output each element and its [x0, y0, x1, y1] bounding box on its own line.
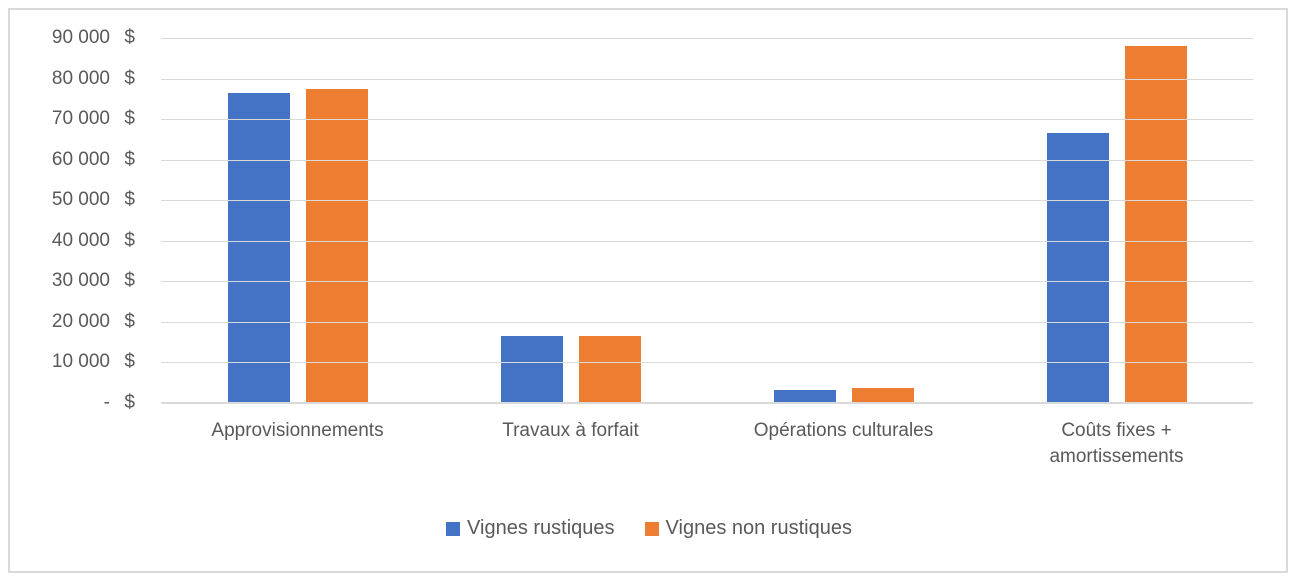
- y-tick-number: 30 000: [51, 270, 110, 292]
- currency-symbol: $: [124, 270, 135, 292]
- gridline-20000: [161, 321, 1253, 323]
- y-tick-label-20000: 20 000 $: [30, 310, 135, 334]
- gridline-50000: [161, 200, 1253, 202]
- gridline-70000: [161, 119, 1253, 121]
- y-tick-number: 10 000: [51, 351, 110, 373]
- currency-symbol: $: [124, 148, 135, 170]
- y-tick-label-10000: 10 000 $: [30, 350, 135, 374]
- currency-symbol: $: [124, 351, 135, 373]
- category-label-operations-culturales: Opérations culturales: [753, 420, 934, 441]
- y-tick-number: 40 000: [51, 229, 110, 251]
- bar-vignes-rustiques-operations-culturales[interactable]: [773, 390, 836, 403]
- legend-swatch-vignes-rustiques: [446, 521, 461, 536]
- legend-label: Vignes non rustiques: [665, 517, 852, 539]
- y-tick-label-90000: 90 000 $: [30, 26, 135, 50]
- x-axis-category-labels: Approvisionnements Travaux à forfait Opéra…: [161, 418, 1253, 470]
- y-tick-label-60000: 60 000 $: [30, 148, 135, 172]
- bar-group-travaux-a-forfait: [434, 38, 707, 403]
- currency-symbol: $: [124, 310, 135, 332]
- currency-symbol: $: [124, 392, 135, 413]
- y-tick-number: 60 000: [51, 148, 110, 170]
- bar-vignes-rustiques-couts-fixes-amortissements[interactable]: [1046, 132, 1109, 403]
- y-tick-number: 70 000: [51, 108, 110, 130]
- category-label-couts-fixes-amortissements: Coûts fixes + amortissements: [1049, 420, 1184, 467]
- currency-symbol: $: [124, 189, 135, 211]
- gridline-30000: [161, 281, 1253, 283]
- gridline-60000: [161, 159, 1253, 161]
- gridline-90000: [161, 38, 1253, 39]
- bar-vignes-rustiques-travaux-a-forfait[interactable]: [500, 335, 563, 403]
- currency-symbol: $: [124, 67, 135, 89]
- category-label-travaux-a-forfait: Travaux à forfait: [502, 420, 639, 441]
- legend-label: Vignes rustiques: [467, 517, 615, 539]
- legend-item-vignes-rustiques[interactable]: Vignes rustiques: [446, 517, 615, 540]
- gridline-80000: [161, 78, 1253, 80]
- currency-symbol: $: [124, 229, 135, 251]
- x-axis-line: [161, 402, 1253, 404]
- y-tick-number: -: [103, 392, 110, 413]
- bars-layer: [161, 38, 1253, 403]
- bar-group-approvisionnements: [161, 38, 434, 403]
- bar-vignes-non-rustiques-operations-culturales[interactable]: [851, 388, 914, 403]
- legend-swatch-vignes-non-rustiques: [644, 521, 659, 536]
- y-tick-label-0: - $: [30, 391, 135, 415]
- legend: Vignes rustiques Vignes non rustiques: [0, 517, 1298, 540]
- y-tick-number: 20 000: [51, 310, 110, 332]
- y-axis: 90 000 $80 000 $70 000 $60 000 $50 000 $40 00…: [0, 0, 140, 440]
- gridline-40000: [161, 240, 1253, 242]
- bar-vignes-non-rustiques-approvisionnements[interactable]: [305, 89, 368, 403]
- category-label-approvisionnements: Approvisionnements: [211, 420, 384, 441]
- y-tick-number: 80 000: [51, 67, 110, 89]
- y-tick-label-40000: 40 000 $: [30, 229, 135, 253]
- y-tick-label-30000: 30 000 $: [30, 269, 135, 293]
- gridline-10000: [161, 362, 1253, 364]
- bar-vignes-non-rustiques-couts-fixes-amortissements[interactable]: [1124, 46, 1187, 403]
- bar-vignes-rustiques-approvisionnements[interactable]: [227, 93, 290, 403]
- bar-group-couts-fixes-amortissements: [980, 38, 1253, 403]
- plot-area: [161, 38, 1253, 404]
- currency-symbol: $: [124, 108, 135, 130]
- legend-item-vignes-non-rustiques[interactable]: Vignes non rustiques: [644, 517, 852, 540]
- y-tick-label-70000: 70 000 $: [30, 107, 135, 131]
- bar-vignes-non-rustiques-travaux-a-forfait[interactable]: [578, 336, 641, 403]
- y-tick-number: 50 000: [51, 189, 110, 211]
- currency-symbol: $: [124, 27, 135, 48]
- bar-group-operations-culturales: [707, 38, 980, 403]
- y-tick-number: 90 000: [51, 27, 110, 48]
- y-tick-label-50000: 50 000 $: [30, 188, 135, 212]
- y-tick-label-80000: 80 000 $: [30, 67, 135, 91]
